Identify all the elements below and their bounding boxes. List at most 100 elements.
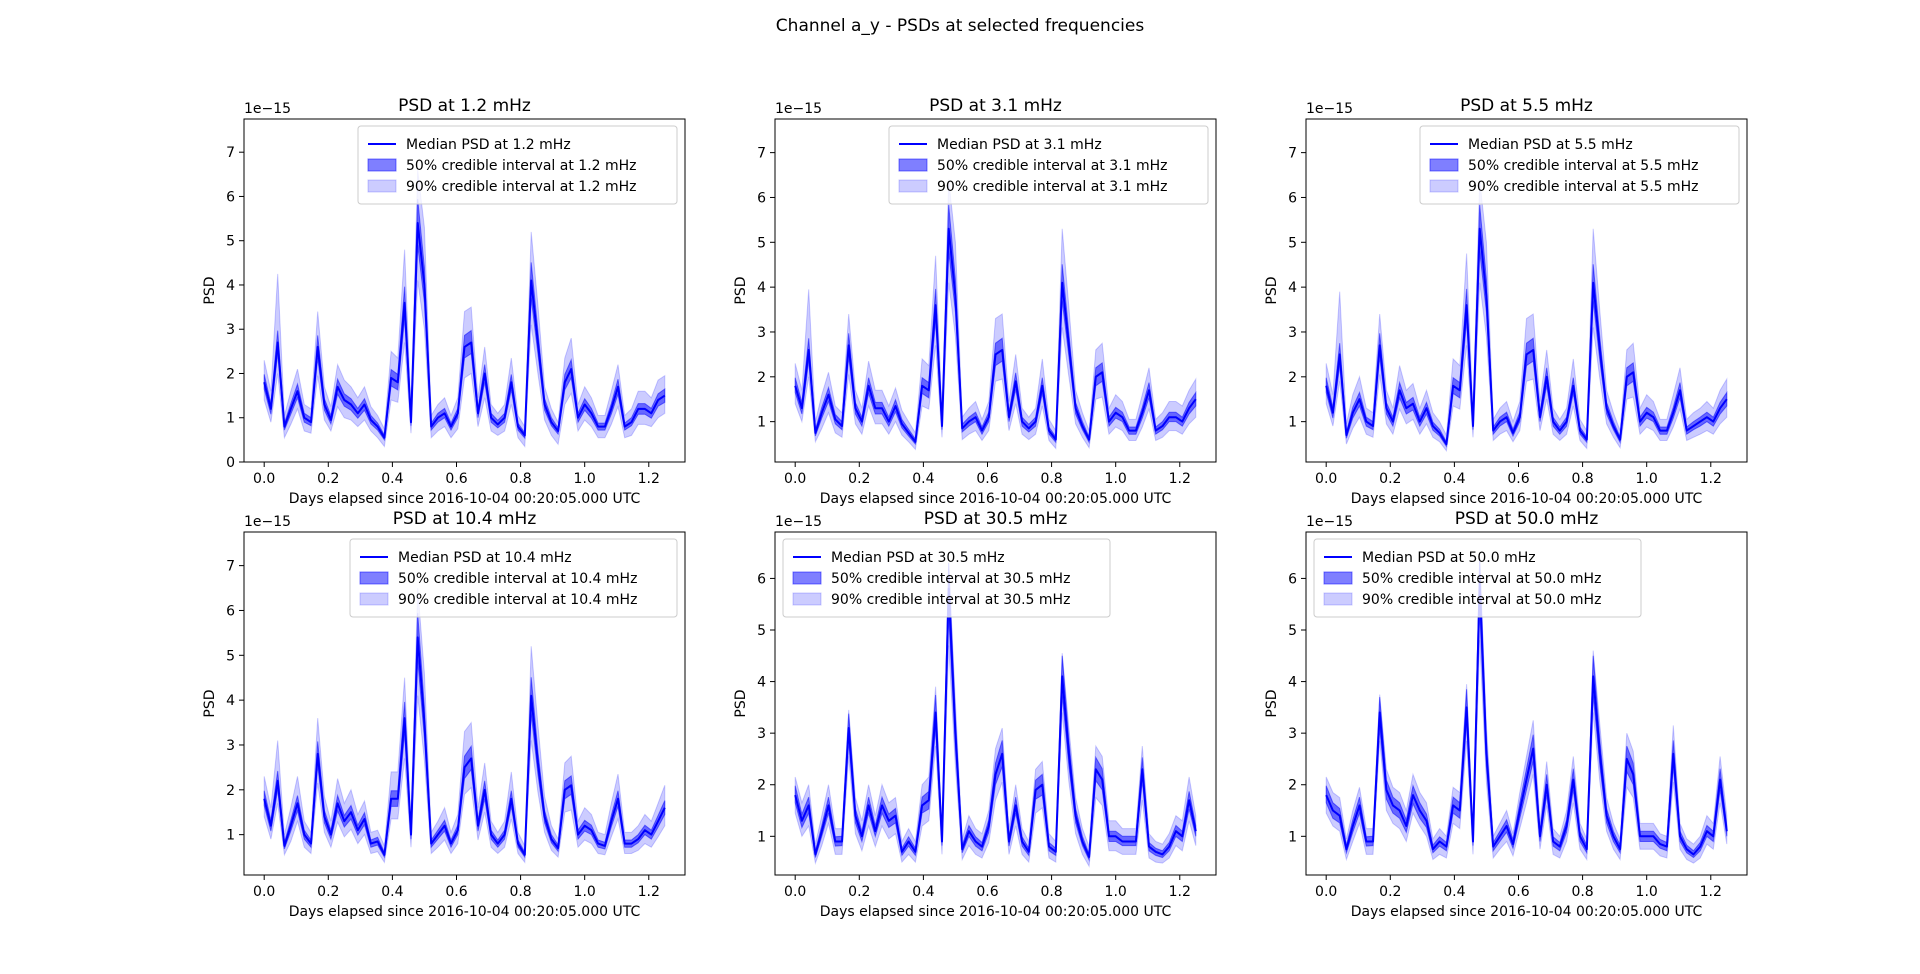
legend-band50-swatch xyxy=(359,571,389,585)
plot-area xyxy=(1325,179,1728,453)
y-tick-label: 6 xyxy=(1288,571,1297,587)
chart-title: PSD at 10.4 mHz xyxy=(393,509,537,529)
legend-entry: 90% credible interval at 3.1 mHz xyxy=(937,179,1168,195)
x-tick-label: 1.0 xyxy=(1636,471,1658,487)
chart-title: PSD at 50.0 mHz xyxy=(1455,509,1599,529)
x-tick-label: 0.8 xyxy=(1571,471,1593,487)
y-tick-label: 0 xyxy=(226,455,235,471)
y-axis-label: PSD xyxy=(1264,689,1280,717)
y-tick-label: 6 xyxy=(226,189,235,205)
y-tick-label: 5 xyxy=(757,235,766,251)
x-tick-label: 1.0 xyxy=(574,884,596,900)
legend-entry: 50% credible interval at 5.5 mHz xyxy=(1468,158,1699,174)
axes-frame xyxy=(1305,531,1748,876)
y-tick-label: 2 xyxy=(1288,370,1297,386)
plot-area xyxy=(794,562,1197,868)
chart-title: PSD at 1.2 mHz xyxy=(398,96,531,116)
x-tick-label: 0.0 xyxy=(784,471,806,487)
legend-band90-swatch xyxy=(898,179,928,193)
x-axis-label: Days elapsed since 2016-10-04 00:20:05.0… xyxy=(1351,491,1703,507)
plot-area xyxy=(1325,557,1728,864)
median-line xyxy=(1325,582,1728,856)
y-offset-text: 1e−15 xyxy=(775,514,822,530)
legend-entry: 50% credible interval at 30.5 mHz xyxy=(831,571,1070,587)
x-axis-label: Days elapsed since 2016-10-04 00:20:05.0… xyxy=(820,491,1172,507)
legend-entry: Median PSD at 10.4 mHz xyxy=(398,550,572,566)
legend-entry: 50% credible interval at 10.4 mHz xyxy=(398,571,637,587)
legend-band50-swatch xyxy=(1323,571,1353,585)
x-tick-label: 1.0 xyxy=(1636,884,1658,900)
x-tick-label: 1.2 xyxy=(638,884,660,900)
legend-band90-swatch xyxy=(1323,592,1353,606)
legend-entry: Median PSD at 3.1 mHz xyxy=(937,137,1102,153)
legend-entry: 90% credible interval at 50.0 mHz xyxy=(1362,592,1601,608)
y-tick-label: 1 xyxy=(757,415,766,431)
y-tick-label: 5 xyxy=(226,648,235,664)
legend-box xyxy=(782,538,1111,618)
chart-title: PSD at 30.5 mHz xyxy=(924,509,1068,529)
y-axis-label: PSD xyxy=(202,276,218,304)
x-axis-label: Days elapsed since 2016-10-04 00:20:05.0… xyxy=(289,904,641,920)
median-line xyxy=(263,636,666,856)
y-tick-label: 4 xyxy=(226,278,235,294)
x-tick-label: 0.4 xyxy=(381,884,403,900)
y-axis-label: PSD xyxy=(202,689,218,717)
chart-title: PSD at 3.1 mHz xyxy=(929,96,1062,116)
x-tick-label: 0.6 xyxy=(445,884,467,900)
chart-panel-1: 0.0 0.2 0.4 0.6 0.8 1.0 1.2 0 1 2 3 4 5 6 7 1e−15 PSD at… xyxy=(202,96,686,507)
x-axis-label: Days elapsed since 2016-10-04 00:20:05.0… xyxy=(289,491,641,507)
y-offset-text: 1e−15 xyxy=(1306,514,1353,530)
x-tick-label: 0.8 xyxy=(509,471,531,487)
x-tick-label: 0.6 xyxy=(976,471,998,487)
y-tick-label: 2 xyxy=(757,778,766,794)
y-tick-label: 2 xyxy=(226,783,235,799)
x-tick-label: 0.4 xyxy=(1443,884,1465,900)
x-tick-label: 0.0 xyxy=(1315,471,1337,487)
legend-entry: Median PSD at 30.5 mHz xyxy=(831,550,1005,566)
y-tick-label: 5 xyxy=(226,234,235,250)
x-tick-label: 0.6 xyxy=(1507,471,1529,487)
x-tick-label: 1.2 xyxy=(1169,471,1191,487)
legend-entry: 50% credible interval at 1.2 mHz xyxy=(406,158,637,174)
y-tick-label: 6 xyxy=(757,190,766,206)
median-line xyxy=(794,587,1197,858)
y-tick-label: 4 xyxy=(757,675,766,691)
figure-title: Channel a_y - PSDs at selected frequenci… xyxy=(775,16,1145,36)
x-tick-label: 0.2 xyxy=(848,884,870,900)
x-tick-label: 0.4 xyxy=(912,471,934,487)
legend-entry: Median PSD at 5.5 mHz xyxy=(1468,137,1633,153)
legend-entry: Median PSD at 50.0 mHz xyxy=(1362,550,1536,566)
x-tick-label: 1.2 xyxy=(1700,884,1722,900)
y-tick-label: 3 xyxy=(226,322,235,338)
plot-area xyxy=(794,179,1197,451)
y-tick-label: 3 xyxy=(1288,726,1297,742)
legend-band90-swatch xyxy=(359,592,389,606)
x-tick-label: 0.2 xyxy=(848,471,870,487)
legend-entry: 90% credible interval at 1.2 mHz xyxy=(406,179,637,195)
y-tick-label: 3 xyxy=(226,738,235,754)
chart-panel-3: 0.0 0.2 0.4 0.6 0.8 1.0 1.2 1 2 3 4 5 6 7 1e−15 PSD at … xyxy=(1264,96,1748,507)
y-tick-label: 1 xyxy=(226,828,235,844)
band-90 xyxy=(1325,557,1728,864)
y-tick-label: 6 xyxy=(1288,190,1297,206)
y-tick-label: 2 xyxy=(1288,778,1297,794)
y-tick-label: 5 xyxy=(1288,235,1297,251)
y-tick-label: 6 xyxy=(226,603,235,619)
x-tick-label: 0.0 xyxy=(253,884,275,900)
x-tick-label: 1.2 xyxy=(1169,884,1191,900)
median-line xyxy=(1325,227,1728,446)
y-offset-text: 1e−15 xyxy=(775,101,822,117)
axes-frame xyxy=(774,531,1217,876)
band-90 xyxy=(794,562,1197,868)
y-tick-label: 4 xyxy=(226,693,235,709)
y-tick-label: 6 xyxy=(757,571,766,587)
legend-band50-swatch xyxy=(792,571,822,585)
chart-title: PSD at 5.5 mHz xyxy=(1460,96,1593,116)
median-line xyxy=(794,227,1197,443)
x-tick-label: 0.4 xyxy=(912,884,934,900)
x-axis-label: Days elapsed since 2016-10-04 00:20:05.0… xyxy=(820,904,1172,920)
y-tick-label: 2 xyxy=(757,370,766,386)
x-tick-label: 0.6 xyxy=(445,471,467,487)
chart-panel-5: 0.0 0.2 0.4 0.6 0.8 1.0 1.2 1 2 3 4 5 6 1e−15 PSD at 3… xyxy=(733,509,1217,920)
y-offset-text: 1e−15 xyxy=(1306,101,1353,117)
